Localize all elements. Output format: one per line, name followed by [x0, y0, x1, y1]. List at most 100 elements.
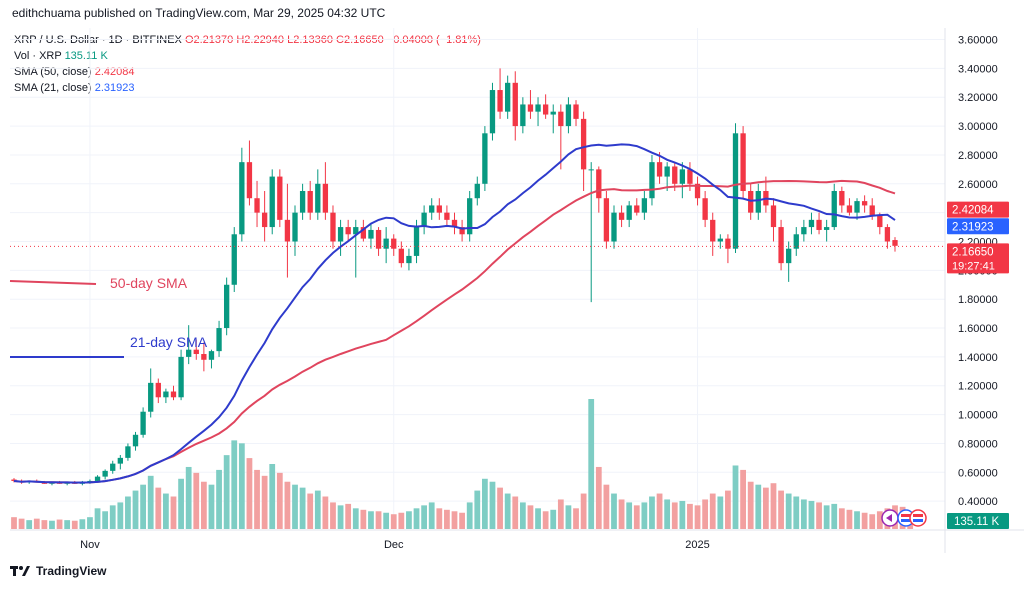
- volume-bar: [466, 502, 473, 529]
- price-tick-label: 3.40000: [958, 63, 998, 75]
- volume-bar: [41, 520, 48, 529]
- candle-body: [110, 463, 116, 471]
- replay-icon[interactable]: [881, 509, 899, 527]
- candle: [330, 205, 336, 249]
- volume-bar: [64, 520, 71, 529]
- volume-bar: [649, 496, 655, 529]
- candle: [489, 82, 496, 141]
- volume-bar: [87, 517, 93, 529]
- sma21-badge-bg: [947, 218, 1009, 235]
- volume-bar: [550, 509, 557, 529]
- legend-sma50-label: SMA (50, close): [14, 66, 92, 78]
- volume-bar: [444, 509, 450, 529]
- candle: [254, 180, 260, 228]
- candle: [299, 183, 306, 220]
- volume-bar: [178, 478, 184, 529]
- legend-sma21-row[interactable]: SMA (21, close) 2.31923: [14, 80, 481, 96]
- candle-body: [269, 176, 275, 228]
- candle: [261, 191, 268, 242]
- volume-bar: [694, 505, 701, 529]
- legend-sma21-label: SMA (21, close): [14, 82, 92, 94]
- candle: [603, 191, 610, 249]
- volume-bar: [330, 502, 336, 529]
- candle: [641, 191, 648, 220]
- candle: [474, 176, 480, 206]
- candle-body: [732, 133, 739, 249]
- candle-body: [193, 349, 199, 355]
- candle-body: [406, 255, 412, 264]
- candle-body: [345, 227, 351, 235]
- volume-bar: [618, 499, 625, 529]
- volume-bar: [360, 509, 367, 529]
- volume-bar: [102, 511, 109, 529]
- sma50-badge-text: 2.42084: [952, 205, 994, 217]
- sma21-annotation-label: 21-day SMA: [130, 334, 208, 350]
- volume-bar: [109, 505, 116, 529]
- volume-bar: [33, 518, 40, 529]
- candle: [231, 227, 237, 292]
- candle-body: [839, 191, 845, 206]
- candle: [710, 212, 716, 256]
- legend-volume-row[interactable]: Vol · XRP 135.11 K: [14, 48, 481, 64]
- candle-body: [148, 382, 154, 412]
- volume-bar: [117, 502, 124, 529]
- volume-bar: [854, 511, 860, 529]
- volume-bar: [876, 511, 883, 529]
- candle: [284, 183, 291, 278]
- legend-sma50-row[interactable]: SMA (50, close) 2.42084: [14, 64, 481, 80]
- candle: [436, 198, 442, 220]
- candle-body: [755, 191, 761, 213]
- candle-body: [277, 176, 283, 220]
- volume-bar: [71, 520, 78, 529]
- volume-bar: [588, 399, 595, 529]
- candles: [11, 68, 898, 486]
- annotations: 50-day SMA 21-day SMA: [9, 275, 208, 358]
- candle-body: [656, 162, 663, 177]
- volume-bar: [717, 496, 724, 529]
- candle: [550, 104, 556, 134]
- price-tick-label: 1.20000: [958, 381, 998, 393]
- footer-brand[interactable]: TradingView: [10, 564, 106, 578]
- dividend-icon[interactable]: [909, 509, 927, 527]
- candle: [307, 180, 313, 220]
- candle: [459, 219, 465, 242]
- candle-body: [580, 118, 587, 170]
- price-badges: 2.42084 2.31923 2.16650 19:27:41 135.11 K: [947, 201, 1009, 529]
- candle-body: [527, 104, 534, 112]
- candle-body: [717, 238, 723, 242]
- candle-body: [444, 212, 450, 220]
- legend-volume-label: Vol · XRP: [14, 50, 62, 62]
- price-axis: 3.60000 3.40000 3.20000 3.00000 2.80000 2.600…: [958, 35, 998, 509]
- volume-bar: [193, 472, 200, 529]
- candle: [451, 212, 458, 235]
- volume-bar: [398, 512, 405, 529]
- candle-body: [520, 104, 526, 127]
- volume-bar: [626, 502, 633, 529]
- candle: [846, 198, 853, 216]
- candle-body: [223, 284, 230, 329]
- candle: [444, 205, 450, 228]
- volume-bar: [26, 520, 33, 529]
- volume-bar: [831, 503, 838, 529]
- candle: [725, 234, 731, 264]
- candle-body: [542, 104, 549, 115]
- candle: [170, 385, 177, 401]
- volume-bar: [671, 502, 678, 529]
- volume-bar: [299, 487, 306, 529]
- candle: [512, 71, 518, 141]
- candle-body: [793, 234, 799, 249]
- volume-bar: [322, 496, 329, 529]
- volume-bar: [200, 481, 207, 529]
- volume-bar: [702, 499, 709, 529]
- candle: [649, 154, 655, 206]
- candle-body: [413, 227, 420, 256]
- candle-body: [884, 227, 891, 242]
- volume-bar: [276, 472, 283, 529]
- volume-bar: [823, 505, 830, 529]
- volume-bar: [869, 514, 876, 529]
- candle-body: [284, 219, 291, 242]
- candle: [823, 219, 830, 242]
- candle: [193, 339, 199, 360]
- price-tick-label: 3.60000: [958, 35, 998, 47]
